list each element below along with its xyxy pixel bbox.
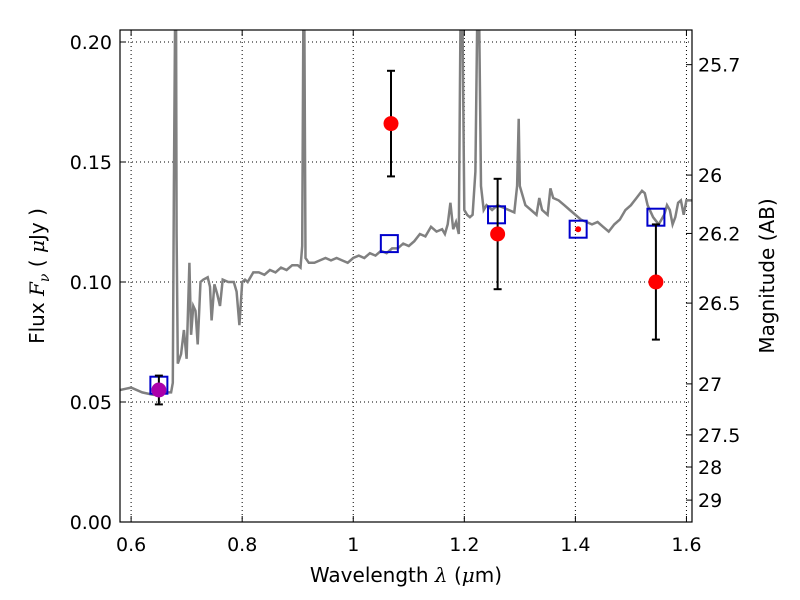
right-tick-label: 27 [698, 374, 722, 396]
observed-point [490, 226, 506, 242]
x-tick-label: 0.6 [116, 534, 146, 556]
y-axis-title: Flux Fν ( μJy ) [25, 208, 53, 344]
right-tick-label: 25.7 [698, 55, 740, 77]
y-tick-label: 0.10 [70, 272, 112, 294]
x-tick-label: 1.2 [449, 534, 479, 556]
y-tick-label: 0.20 [70, 32, 112, 54]
plot-area [120, 30, 692, 406]
spectrum-line [120, 30, 692, 397]
right-tick-label: 26 [698, 165, 722, 187]
model-photometry-square [568, 219, 588, 239]
y-tick-label: 0.00 [70, 512, 112, 534]
model-photometry-square [487, 205, 507, 225]
model-photometry-square [379, 234, 399, 254]
tick-labels: 0.6 0.8 1 1.2 1.4 1.6 0.00 0.05 0.10 0.15 0.20 25.7… [70, 32, 741, 556]
x-tick-label: 1.4 [560, 534, 590, 556]
x-axis-title: Wavelength λ (μm) [310, 563, 502, 587]
right-tick-label: 27.5 [698, 425, 740, 447]
x-tick-label: 1 [347, 534, 359, 556]
y-tick-label: 0.15 [70, 152, 112, 174]
y-tick-label: 0.05 [70, 392, 112, 414]
axes [119, 29, 693, 523]
right-tick-label: 28 [698, 457, 722, 479]
observed-point [151, 382, 167, 398]
x-tick-label: 1.6 [671, 534, 701, 556]
right-tick-label: 26.5 [698, 293, 740, 315]
observed-point [383, 116, 399, 132]
right-tick-label: 26.2 [698, 223, 740, 245]
right-axis-title: Magnitude (AB) [755, 198, 779, 353]
observed-point [648, 274, 664, 290]
x-tick-label: 0.8 [227, 534, 257, 556]
observed-point [575, 226, 582, 233]
grid-lines [120, 30, 692, 523]
plot-frame [119, 29, 693, 523]
right-tick-label: 29 [698, 490, 722, 512]
